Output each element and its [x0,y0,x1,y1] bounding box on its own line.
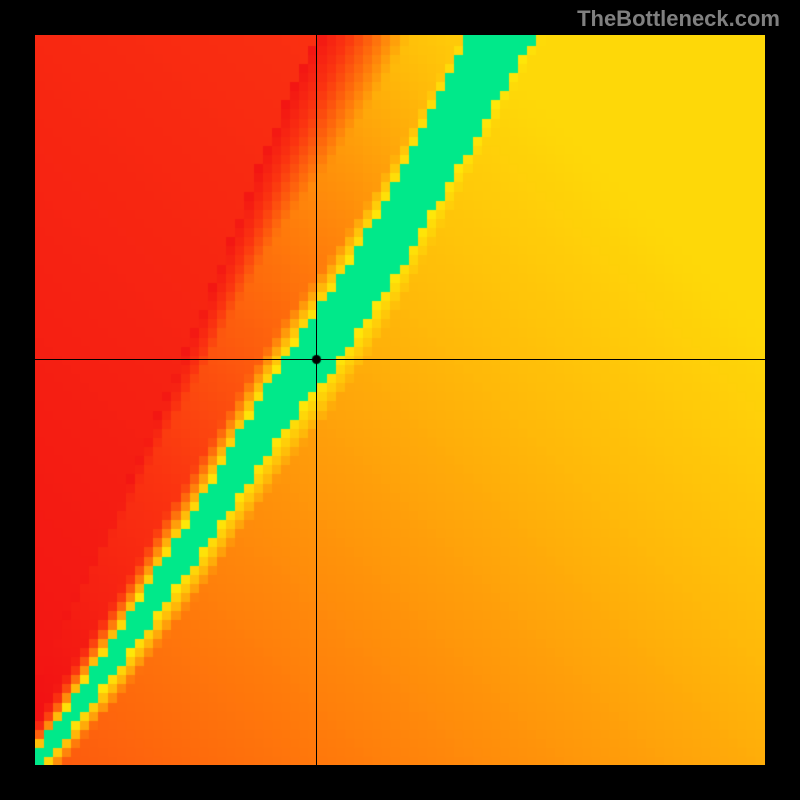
heatmap-canvas [35,35,765,765]
crosshair-horizontal [35,359,765,360]
marker-dot [311,354,322,365]
crosshair-vertical [316,35,317,765]
chart-container: TheBottleneck.com [0,0,800,800]
watermark-label: TheBottleneck.com [577,6,780,32]
